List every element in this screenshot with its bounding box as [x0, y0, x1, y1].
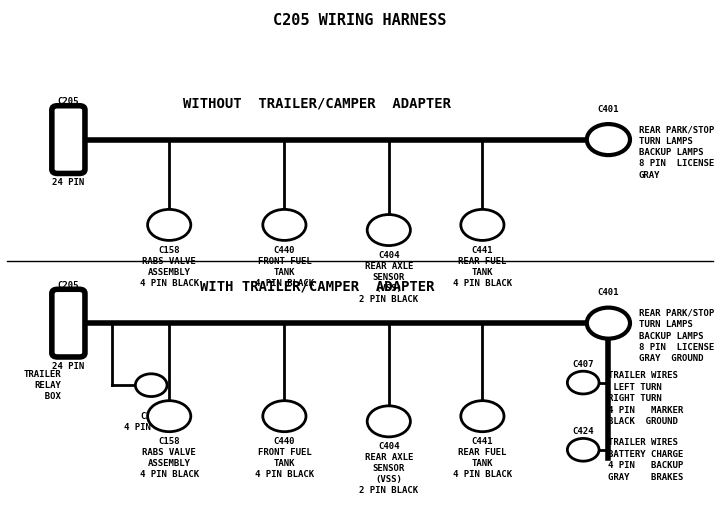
Circle shape: [135, 374, 167, 397]
Circle shape: [567, 438, 599, 461]
Text: C205: C205: [58, 281, 79, 290]
Text: C441
REAR FUEL
TANK
4 PIN BLACK: C441 REAR FUEL TANK 4 PIN BLACK: [453, 246, 512, 288]
Circle shape: [263, 209, 306, 240]
Text: TRAILER WIRES
BATTERY CHARGE
4 PIN   BACKUP
GRAY    BRAKES: TRAILER WIRES BATTERY CHARGE 4 PIN BACKU…: [608, 438, 683, 482]
Text: C158
RABS VALVE
ASSEMBLY
4 PIN BLACK: C158 RABS VALVE ASSEMBLY 4 PIN BLACK: [140, 437, 199, 479]
Text: C401: C401: [598, 288, 619, 297]
Text: C440
FRONT FUEL
TANK
4 PIN BLACK: C440 FRONT FUEL TANK 4 PIN BLACK: [255, 437, 314, 479]
Text: REAR PARK/STOP
TURN LAMPS
BACKUP LAMPS
8 PIN  LICENSE LAMPS
GRAY: REAR PARK/STOP TURN LAMPS BACKUP LAMPS 8…: [639, 125, 720, 180]
Text: C149
4 PIN GRAY: C149 4 PIN GRAY: [125, 412, 178, 432]
Text: C440
FRONT FUEL
TANK
4 PIN BLACK: C440 FRONT FUEL TANK 4 PIN BLACK: [255, 246, 314, 288]
Text: WITHOUT  TRAILER/CAMPER  ADAPTER: WITHOUT TRAILER/CAMPER ADAPTER: [183, 96, 451, 111]
Text: WITH TRAILER/CAMPER  ADAPTER: WITH TRAILER/CAMPER ADAPTER: [199, 280, 434, 294]
Text: C404
REAR AXLE
SENSOR
(VSS)
2 PIN BLACK: C404 REAR AXLE SENSOR (VSS) 2 PIN BLACK: [359, 251, 418, 304]
Text: C441
REAR FUEL
TANK
4 PIN BLACK: C441 REAR FUEL TANK 4 PIN BLACK: [453, 437, 512, 479]
Circle shape: [148, 401, 191, 432]
Text: C407: C407: [572, 360, 594, 369]
Text: TRAILER WIRES
 LEFT TURN
RIGHT TURN
4 PIN   MARKER
BLACK  GROUND: TRAILER WIRES LEFT TURN RIGHT TURN 4 PIN…: [608, 371, 683, 426]
Circle shape: [461, 401, 504, 432]
Text: REAR PARK/STOP
TURN LAMPS
BACKUP LAMPS
8 PIN  LICENSE LAMPS
GRAY  GROUND: REAR PARK/STOP TURN LAMPS BACKUP LAMPS 8…: [639, 309, 720, 363]
Circle shape: [587, 308, 630, 339]
Text: 24 PIN: 24 PIN: [53, 362, 84, 371]
Text: TRAILER
RELAY
  BOX: TRAILER RELAY BOX: [24, 370, 61, 401]
Text: 24 PIN: 24 PIN: [53, 178, 84, 187]
Circle shape: [263, 401, 306, 432]
Circle shape: [461, 209, 504, 240]
Text: C158
RABS VALVE
ASSEMBLY
4 PIN BLACK: C158 RABS VALVE ASSEMBLY 4 PIN BLACK: [140, 246, 199, 288]
Circle shape: [148, 209, 191, 240]
Circle shape: [367, 215, 410, 246]
FancyBboxPatch shape: [52, 106, 85, 174]
Circle shape: [567, 371, 599, 394]
Text: C205: C205: [58, 97, 79, 106]
FancyBboxPatch shape: [52, 290, 85, 357]
Text: C401: C401: [598, 105, 619, 114]
Circle shape: [587, 124, 630, 155]
Text: C205 WIRING HARNESS: C205 WIRING HARNESS: [274, 13, 446, 28]
Circle shape: [367, 406, 410, 437]
Text: C404
REAR AXLE
SENSOR
(VSS)
2 PIN BLACK: C404 REAR AXLE SENSOR (VSS) 2 PIN BLACK: [359, 442, 418, 495]
Text: C424: C424: [572, 427, 594, 436]
